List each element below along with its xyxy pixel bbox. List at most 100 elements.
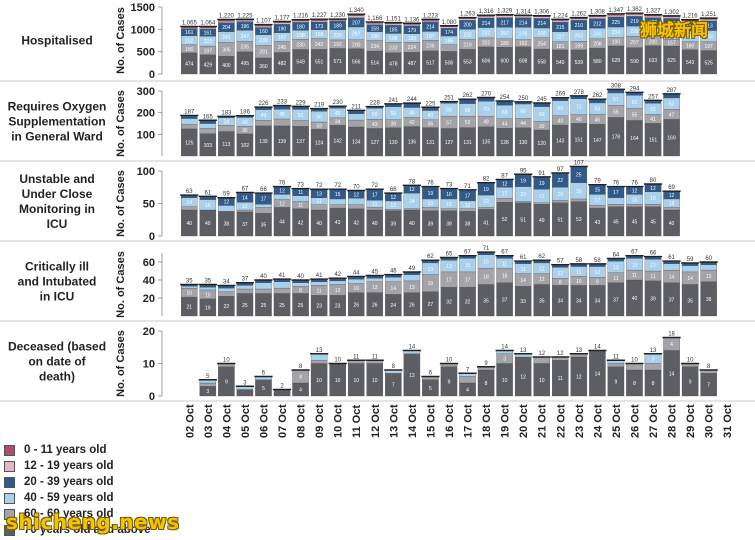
segment-label: 45 — [613, 219, 619, 225]
segment-label: 130 — [389, 140, 398, 146]
segment-label: 43 — [428, 113, 434, 119]
total-label: 12 — [538, 351, 545, 357]
x-tick-label: 08 Oct — [296, 404, 308, 438]
row-label: in ICU — [40, 290, 75, 304]
segment-label: 15 — [446, 202, 452, 208]
total-label: 269 — [555, 92, 566, 98]
total-label: 97 — [557, 167, 564, 173]
x-tick-label: 23 Oct — [574, 404, 586, 438]
segment-label: 33 — [316, 124, 322, 130]
total-label: 41 — [279, 273, 286, 279]
segment-label: 9 — [615, 379, 618, 385]
segment-label: 539 — [575, 60, 584, 66]
segment-label: 37 — [502, 297, 508, 303]
x-tick-label: 27 Oct — [648, 404, 660, 438]
total-label: 76 — [427, 181, 434, 187]
segment-label: 11 — [317, 288, 322, 294]
total-label: 14 — [409, 345, 416, 351]
segment-label: 12 — [409, 187, 415, 193]
row-label: Unstable and — [19, 172, 94, 186]
segment-label: 257 — [500, 31, 509, 37]
segment-label: 51 — [557, 217, 563, 223]
bar-segment — [533, 16, 550, 19]
segment-label: 15 — [465, 263, 471, 269]
total-label: 76 — [631, 181, 638, 187]
segment-label: 200 — [649, 39, 658, 45]
segment-label: 197 — [278, 35, 287, 41]
segment-label: 18 — [483, 274, 489, 280]
total-label: 211 — [351, 104, 361, 110]
total-label: 225 — [425, 101, 436, 107]
bar-segment — [552, 200, 569, 203]
x-tick-label: 24 Oct — [592, 404, 604, 438]
y-axis-title: No. of Cases — [115, 330, 127, 397]
segment-label: 73 — [576, 105, 582, 111]
y-tick-label: 100 — [137, 166, 155, 178]
segment-label: 26 — [409, 302, 415, 308]
segment-label: 42 — [353, 220, 359, 226]
segment-label: 257 — [630, 40, 639, 46]
segment-label: 214 — [519, 20, 528, 26]
segment-label: 45 — [632, 219, 638, 225]
segment-label: 24 — [391, 303, 397, 309]
segment-label: 222 — [204, 39, 213, 45]
bar-segment — [218, 125, 235, 132]
row-label: ICU — [47, 217, 68, 231]
bar-segment — [644, 363, 662, 371]
segment-label: 49 — [261, 113, 267, 119]
segment-label: 43 — [595, 220, 601, 226]
segment-label: 232 — [389, 45, 398, 51]
segment-label: 226 — [630, 29, 639, 35]
legend-swatch — [4, 444, 15, 456]
total-label: 1,306 — [534, 10, 550, 16]
bar-segment — [440, 208, 458, 211]
segment-label: 15 — [335, 192, 341, 198]
segment-label: 139 — [278, 139, 287, 145]
segment-label: 27 — [428, 302, 434, 308]
segment-label: 200 — [352, 42, 361, 48]
bar-segment — [199, 27, 217, 30]
x-tick-label: 16 Oct — [444, 404, 456, 438]
segment-label: 5 — [429, 386, 432, 392]
total-label: 59 — [223, 192, 230, 198]
segment-label: 13 — [428, 201, 434, 207]
total-label: 72 — [334, 183, 341, 189]
x-tick-label: 28 Oct — [667, 404, 679, 438]
segment-label: 235 — [241, 45, 250, 51]
segment-label: 13 — [391, 203, 397, 209]
segment-label: 9 — [596, 279, 599, 285]
segment-label: 13 — [613, 265, 619, 271]
total-label: 67 — [242, 186, 249, 192]
segment-label: 142 — [334, 139, 343, 145]
total-label: 35 — [186, 279, 193, 285]
bar-segment — [385, 277, 402, 282]
total-label: 95 — [520, 168, 527, 174]
segment-label: 254 — [538, 41, 547, 47]
total-label: 62 — [427, 254, 434, 260]
segment-label: 10 — [205, 292, 211, 298]
segment-label: 39 — [446, 221, 452, 227]
total-label: 2 — [280, 384, 284, 390]
bar-segment — [607, 363, 625, 367]
segment-label: 14 — [391, 286, 397, 292]
segment-label: 242 — [315, 42, 324, 48]
segment-label: 43 — [335, 220, 341, 226]
segment-label: 32 — [446, 300, 452, 306]
y-tick-label: 1500 — [131, 2, 155, 14]
total-label: 183 — [221, 110, 232, 116]
segment-label: 429 — [204, 62, 213, 68]
bar-segment — [496, 15, 513, 18]
segment-label: 23 — [520, 192, 526, 198]
segment-label: 127 — [445, 140, 454, 146]
total-label: 79 — [594, 179, 601, 185]
segment-label: 180 — [686, 44, 695, 50]
total-label: 72 — [316, 183, 323, 189]
bar-segment — [292, 282, 309, 287]
segment-label: 12 — [242, 204, 248, 210]
segment-label: 305 — [222, 47, 231, 53]
segment-label: 131 — [426, 140, 435, 146]
bar-segment — [255, 207, 272, 214]
bar-segment — [199, 128, 217, 134]
